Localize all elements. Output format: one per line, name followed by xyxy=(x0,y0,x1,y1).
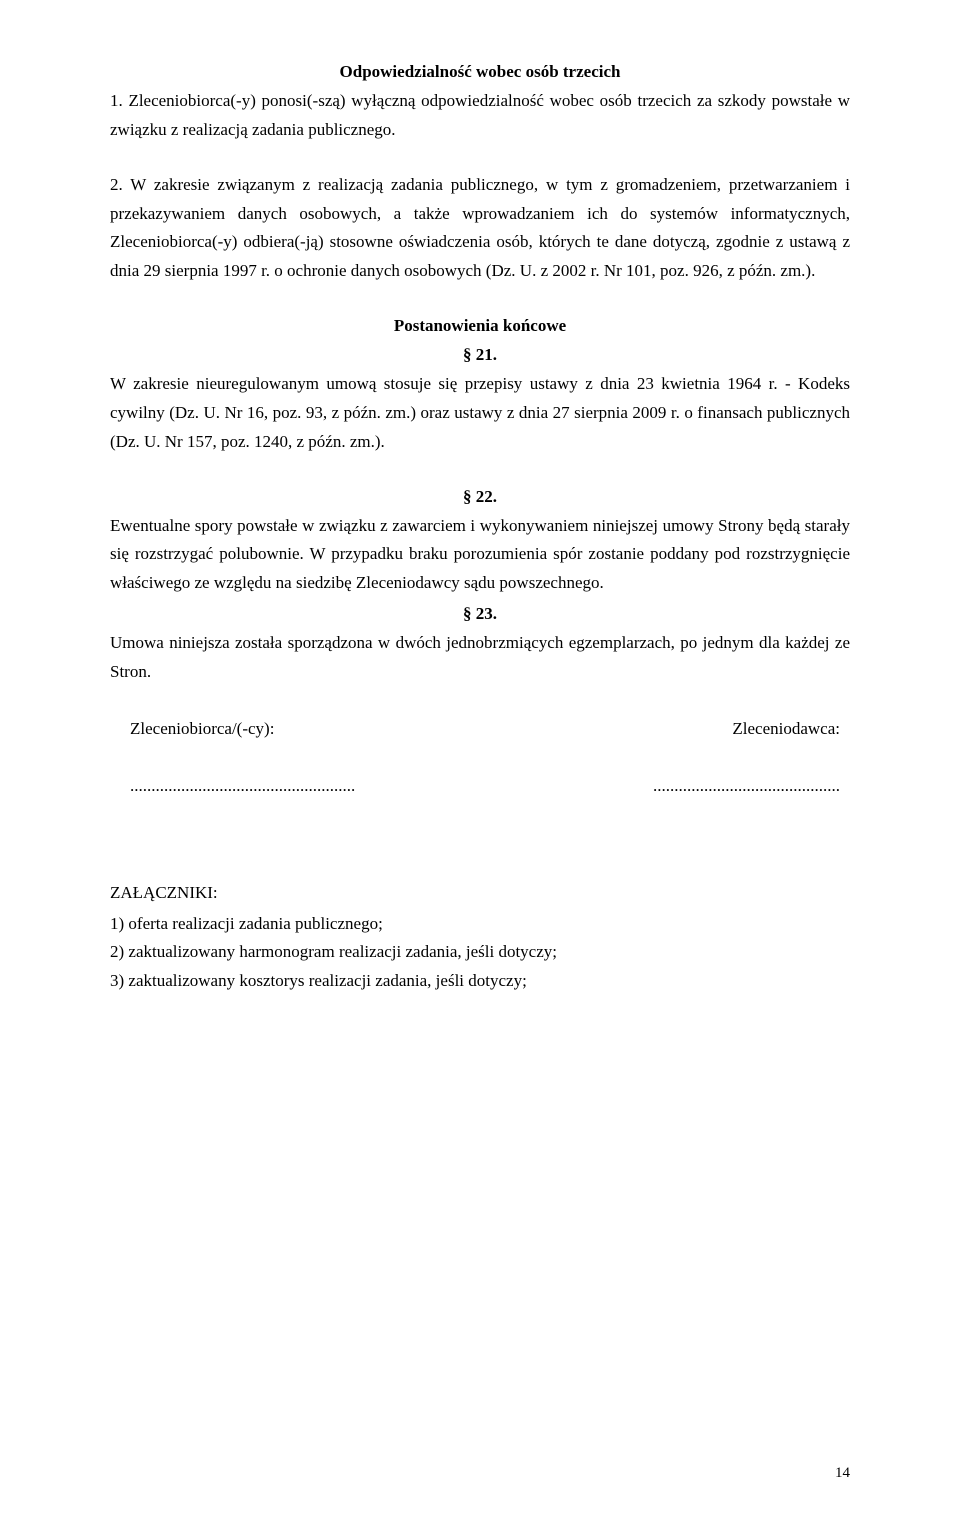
paragraph-21: W zakresie nieuregulowanym umową stosuje… xyxy=(110,370,850,457)
paragraph-22: Ewentualne spory powstałe w związku z za… xyxy=(110,512,850,599)
paragraph-1: 1. Zleceniobiorca(-y) ponosi(-szą) wyłąc… xyxy=(110,87,850,145)
paragraph-23: Umowa niniejsza została sporządzona w dw… xyxy=(110,629,850,687)
page-number: 14 xyxy=(835,1461,850,1487)
attachment-item-3: 3) zaktualizowany kosztorys realizacji z… xyxy=(110,967,850,996)
attachment-item-1: 1) oferta realizacji zadania publicznego… xyxy=(110,910,850,939)
section-heading-final: Postanowienia końcowe xyxy=(110,312,850,341)
section-heading-liability: Odpowiedzialność wobec osób trzecich xyxy=(110,58,850,87)
signature-dots-right: ........................................… xyxy=(653,772,840,801)
signature-label-client: Zleceniodawca: xyxy=(732,715,840,744)
paragraph-2: 2. W zakresie związanym z realizacją zad… xyxy=(110,171,850,287)
section-number-23: § 23. xyxy=(110,600,850,629)
attachment-item-2: 2) zaktualizowany harmonogram realizacji… xyxy=(110,938,850,967)
signature-label-contractor: Zleceniobiorca/(-cy): xyxy=(130,715,274,744)
section-number-21: § 21. xyxy=(110,341,850,370)
attachments-heading: ZAŁĄCZNIKI: xyxy=(110,879,850,908)
signature-dots-left: ........................................… xyxy=(130,772,355,801)
section-number-22: § 22. xyxy=(110,483,850,512)
